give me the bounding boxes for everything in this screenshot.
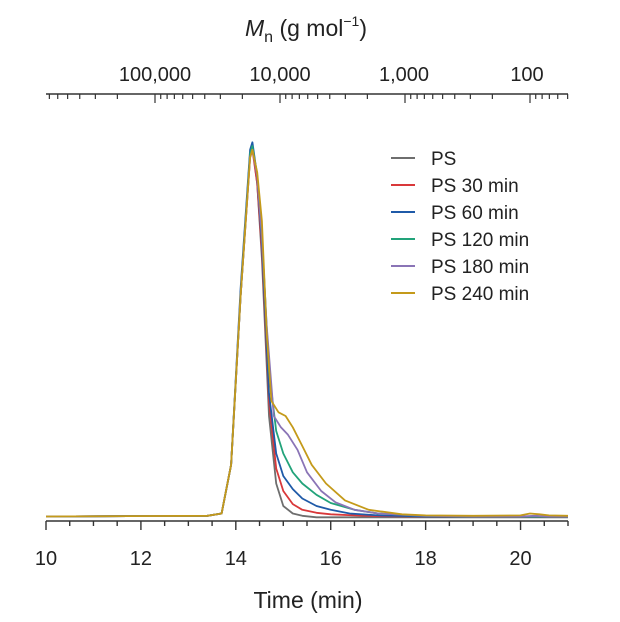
top-tick-label: 10,000 — [249, 64, 310, 86]
x-tick-label: 18 — [415, 548, 437, 570]
legend-label: PS 240 min — [431, 284, 529, 305]
x-tick-label: 10 — [35, 548, 57, 570]
top-axis-title-subscript: n — [264, 29, 273, 46]
top-axis-title-symbol: M — [245, 15, 265, 41]
legend: PS PS 30 min PS 60 min PS 120 min PS 180 min… — [391, 149, 529, 305]
legend-label: PS 120 min — [431, 230, 529, 251]
top-axis-title-unit: (g mol — [279, 15, 343, 41]
legend-label: PS — [431, 149, 456, 170]
x-axis-title: Time (min) — [253, 587, 362, 613]
series-line-ps-120-min — [45, 145, 568, 518]
series-line-ps — [45, 145, 568, 519]
top-tick-label: 100 — [510, 64, 543, 86]
x-tick-label: 12 — [130, 548, 152, 570]
top-axis: 100,000 10,000 1,000 100 — [46, 64, 569, 103]
series-group — [45, 141, 569, 519]
legend-label: PS 180 min — [431, 257, 529, 278]
series-line-ps-60-min — [45, 141, 568, 518]
bottom-axis: 10 12 14 16 18 20 — [35, 520, 569, 570]
x-tick-label: 20 — [509, 548, 531, 570]
top-tick-label: 100,000 — [119, 64, 191, 86]
top-axis-title-close: ) — [359, 15, 367, 41]
legend-label: PS 30 min — [431, 176, 519, 197]
x-tick-label: 16 — [320, 548, 342, 570]
top-tick-label: 1,000 — [379, 64, 429, 86]
x-tick-label: 14 — [225, 548, 247, 570]
top-axis-title-superscript: −1 — [343, 13, 359, 29]
series-line-ps-240-min — [45, 148, 569, 518]
legend-label: PS 60 min — [431, 203, 519, 224]
top-axis-title: Mn (g mol−1) — [245, 13, 367, 46]
